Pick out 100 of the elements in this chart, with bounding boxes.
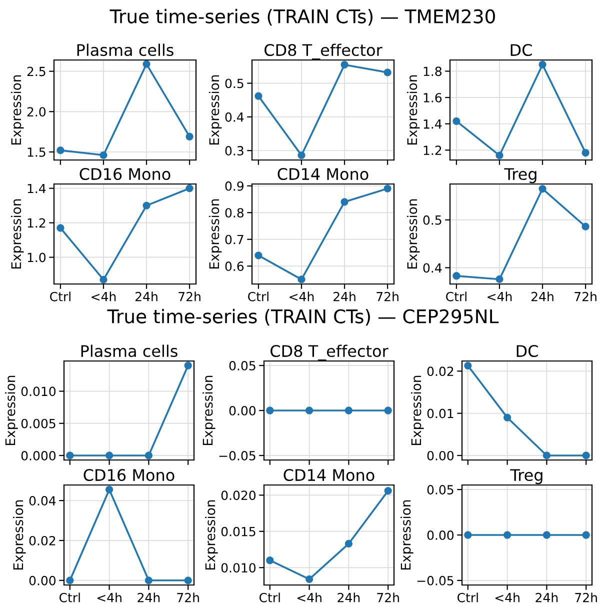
point [384, 184, 392, 192]
y-axis-title: Expression [406, 199, 420, 269]
y-axis-title: Expression [10, 75, 24, 145]
chart-title: CD16 Mono [84, 468, 174, 482]
y-tick-label: 1.5 [28, 148, 46, 157]
y-tick-label: 0.000 [21, 450, 56, 460]
chart-title: CD8 T_effector [270, 344, 388, 361]
chart-title: DC [516, 344, 538, 358]
x-tick-label: 72h [376, 292, 398, 302]
point [340, 60, 348, 69]
point [538, 60, 546, 68]
y-tick-label: 2.0 [27, 107, 46, 117]
y-tick-label: 0.5 [423, 215, 442, 225]
point [582, 148, 590, 157]
text: True time-series (TRAIN CTs) — TMEM230 [110, 8, 495, 26]
y-tick-label: 0.5 [225, 78, 244, 88]
point [464, 362, 472, 370]
x-tick-label: 72h [177, 592, 199, 602]
y-tick-label: 1.4 [28, 184, 46, 194]
y-tick-label: 0.6 [225, 262, 244, 272]
x-tick-label: <4h [297, 592, 322, 602]
y-tick-label: 1.0 [28, 252, 46, 262]
x-tick-label: Ctrl [446, 292, 466, 302]
y-tick-label: −0.05 [417, 576, 454, 586]
chart-title: CD16 Mono [80, 168, 170, 180]
point [384, 486, 392, 495]
x-tick-label: <4h [495, 592, 520, 602]
chart-title: CD14 Mono [284, 468, 374, 482]
y-tick-label: 0.05 [427, 485, 454, 494]
x-tick-label: Ctrl [457, 592, 478, 602]
y-tick-label: 0.00 [427, 450, 454, 460]
y-tick-label: −0.05 [219, 450, 256, 460]
y-axis-title: Expression [205, 500, 218, 570]
y-tick-label: 0.00 [229, 406, 256, 416]
point [254, 92, 262, 100]
x-tick-label: 24h [136, 292, 158, 302]
x-tick-label: Ctrl [248, 292, 268, 302]
y-tick-label: 0.01 [427, 408, 454, 418]
y-tick-label: 0.02 [29, 536, 56, 546]
chart-title: CD8 T_effector [264, 44, 382, 60]
x-tick-label: Ctrl [50, 292, 70, 302]
text: True time-series (TRAIN CTs) — CEP295NL [107, 308, 499, 326]
point [56, 224, 64, 232]
x-tick-label: <4h [97, 592, 122, 602]
y-tick-label: 1.6 [424, 92, 442, 102]
point [186, 132, 194, 140]
point [340, 198, 348, 206]
x-tick-label: 24h [532, 292, 554, 302]
x-tick-label: 72h [178, 292, 200, 302]
point [142, 60, 150, 68]
x-tick-label: Ctrl [59, 592, 80, 602]
y-tick-label: 0.02 [427, 366, 454, 376]
y-axis-title: Expression [12, 500, 26, 570]
point [100, 276, 108, 284]
point [496, 152, 504, 160]
x-tick-label: <4h [92, 292, 116, 302]
point [186, 184, 194, 192]
y-tick-label: 0.00 [427, 530, 454, 540]
y-tick-label: 0.015 [221, 526, 256, 536]
y-tick-label: 1.4 [424, 119, 442, 129]
x-tick-label: 72h [377, 592, 399, 602]
x-tick-label: 72h [574, 292, 596, 302]
y-tick-label: 0.8 [225, 208, 244, 218]
y-axis-title: Expression [10, 199, 24, 269]
chart-title: Plasma cells [81, 344, 178, 358]
x-tick-label: 24h [334, 292, 356, 302]
y-tick-label: 1.2 [424, 146, 442, 155]
x-tick-label: Ctrl [259, 592, 280, 602]
point [298, 276, 306, 284]
y-tick-label: 0.3 [225, 146, 244, 156]
y-tick-label: 0.9 [225, 181, 244, 191]
point [344, 540, 353, 548]
x-tick-label: 72h [575, 592, 597, 602]
y-axis-title: Expression [400, 500, 414, 570]
y-tick-label: 0.7 [225, 234, 244, 244]
y-tick-label: 0.4 [225, 112, 244, 122]
y-tick-label: 0.020 [221, 490, 256, 500]
chart-title: Treg [504, 168, 536, 184]
point [496, 275, 504, 284]
x-tick-label: 24h [536, 592, 558, 602]
y-tick-label: 1.2 [28, 218, 46, 228]
point [100, 151, 108, 159]
chart-title: CD14 Mono [278, 168, 368, 180]
y-tick-label: 0.00 [29, 576, 56, 586]
y-tick-label: 0.010 [21, 386, 56, 396]
y-tick-label: 0.010 [221, 563, 256, 573]
y-axis-title: Expression [410, 376, 424, 446]
chart-title: Plasma cells [77, 44, 174, 56]
y-axis-title: Expression [202, 376, 216, 446]
point [384, 68, 392, 76]
y-axis-title: Expression [5, 376, 18, 446]
chart-title: Treg [510, 469, 542, 484]
point [582, 452, 590, 460]
chart-title: DC [510, 44, 532, 56]
y-tick-label: 0.05 [229, 360, 256, 370]
x-tick-label: 24h [138, 592, 160, 602]
y-tick-label: 0.04 [29, 496, 56, 506]
y-axis-title: Expression [208, 75, 222, 145]
point [254, 252, 262, 260]
y-tick-label: 0.4 [423, 263, 442, 273]
